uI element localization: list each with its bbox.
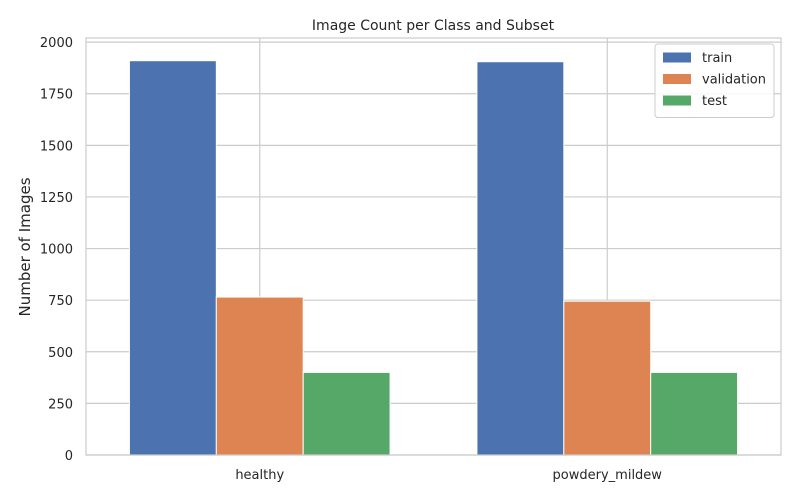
bar-test-healthy [302,371,391,456]
chart-title: Image Count per Class and Subset [312,18,555,34]
bar-validation-healthy [215,296,304,456]
legend: train validation test [654,43,775,118]
y-tick-label: 500 [48,346,73,361]
legend-label-train: train [702,51,732,66]
legend-swatch-validation [663,74,691,84]
y-axis-label: Number of Images [16,177,34,316]
legend-label-validation: validation [702,73,766,88]
x-tick-label: healthy [235,468,284,483]
legend-swatch-train [663,52,691,63]
bars [128,60,739,456]
bar-train-powdery_mildew [476,61,565,456]
y-tick-label: 1000 [40,243,73,258]
y-tick-labels: 0 250 500 750 1000 1250 1500 1750 2000 [40,36,73,464]
bar-test-powdery_mildew [650,371,739,456]
y-tick-label: 1250 [40,191,73,206]
bar-train-healthy [128,60,217,456]
y-tick-label: 750 [48,294,73,309]
x-tick-label: powdery_mildew [553,468,663,483]
y-tick-label: 0 [65,449,73,464]
bar-validation-powdery_mildew [563,300,652,456]
legend-swatch-test [663,95,691,106]
y-tick-label: 250 [48,397,73,412]
y-tick-label: 1500 [40,139,73,154]
plot-frame [85,37,782,456]
x-tick-labels: healthy powdery_mildew [235,468,662,483]
y-tick-label: 2000 [40,36,73,51]
legend-label-test: test [702,94,727,109]
y-tick-label: 1750 [40,88,73,103]
